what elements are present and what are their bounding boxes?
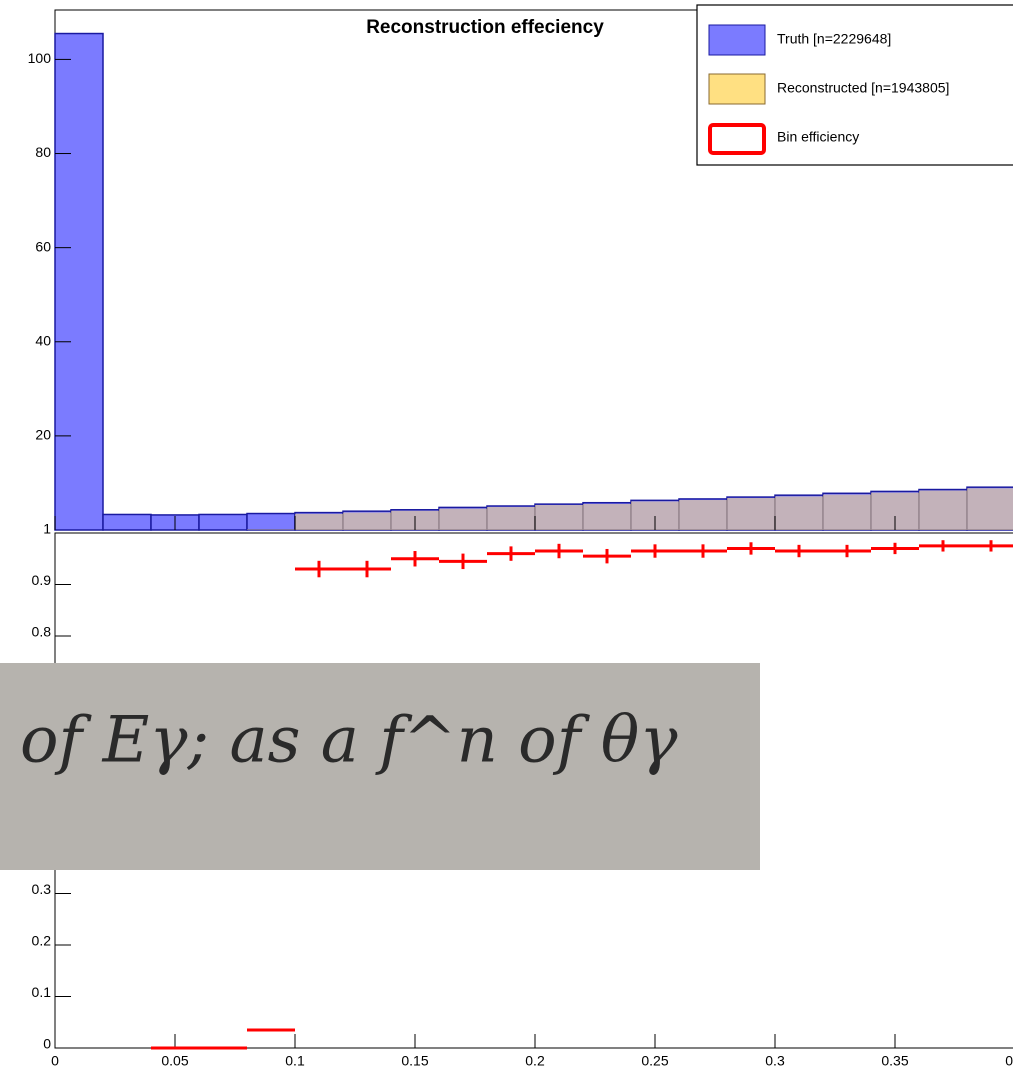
x-tick-label: 0.2 bbox=[525, 1053, 545, 1069]
y-tick-label: 20 bbox=[35, 427, 51, 443]
x-tick-label: 0.35 bbox=[881, 1053, 908, 1069]
histogram-bar bbox=[343, 512, 391, 530]
y-tick-label: 100 bbox=[28, 50, 52, 66]
histogram-bar bbox=[199, 514, 247, 530]
histogram-bar bbox=[535, 505, 583, 530]
x-tick-label: 0.3 bbox=[765, 1053, 785, 1069]
histogram-bar bbox=[727, 498, 775, 530]
x-tick-label: 0.4 bbox=[1005, 1053, 1013, 1069]
y-tick-label: 80 bbox=[35, 144, 51, 160]
legend-label: Truth [n=2229648] bbox=[777, 31, 891, 47]
legend-swatch bbox=[709, 74, 765, 104]
histogram-bar bbox=[967, 488, 1013, 530]
x-tick-label: 0.25 bbox=[641, 1053, 668, 1069]
y-tick-label: 0.9 bbox=[32, 572, 52, 588]
y-tick-label: 0.2 bbox=[32, 933, 52, 949]
y-tick-label: 0.8 bbox=[32, 624, 52, 640]
x-tick-label: 0.15 bbox=[401, 1053, 428, 1069]
histogram-bar bbox=[439, 509, 487, 530]
y-tick-label: 0 bbox=[43, 1036, 51, 1052]
y-tick-label: 1 bbox=[43, 521, 51, 537]
histogram-bar bbox=[55, 34, 103, 530]
histogram-bar bbox=[103, 514, 151, 530]
photo-overlay: of Eγ; as a f^n of θγ bbox=[0, 663, 760, 870]
legend-label: Bin efficiency bbox=[777, 129, 859, 145]
page: 2040608010000.10.20.30.40.50.60.70.80.91… bbox=[0, 0, 1013, 1073]
histogram-bar bbox=[247, 514, 295, 530]
histogram-bar bbox=[295, 514, 343, 530]
y-tick-label: 0.1 bbox=[32, 984, 52, 1000]
histogram-bar bbox=[247, 529, 295, 530]
histogram-bar bbox=[919, 491, 967, 530]
handwriting: of Eγ; as a f^n of θγ bbox=[20, 704, 678, 778]
histogram-bar bbox=[775, 496, 823, 530]
x-tick-label: 0.05 bbox=[161, 1053, 188, 1069]
legend-label: Reconstructed [n=1943805] bbox=[777, 80, 949, 96]
y-tick-label: 0.3 bbox=[32, 881, 52, 897]
histogram-bar bbox=[583, 504, 631, 530]
legend-swatch bbox=[709, 25, 765, 55]
chart: 2040608010000.10.20.30.40.50.60.70.80.91… bbox=[0, 0, 1013, 1073]
histogram-bar bbox=[487, 507, 535, 530]
histogram-bar bbox=[823, 495, 871, 530]
histogram-bar bbox=[679, 500, 727, 530]
chart-title: Reconstruction effeciency bbox=[366, 17, 604, 38]
y-tick-label: 60 bbox=[35, 238, 51, 254]
y-tick-label: 40 bbox=[35, 332, 51, 348]
x-tick-label: 0 bbox=[51, 1053, 59, 1069]
x-tick-label: 0.1 bbox=[285, 1053, 305, 1069]
legend: Truth [n=2229648] Reconstructed [n=194380… bbox=[697, 5, 1013, 165]
